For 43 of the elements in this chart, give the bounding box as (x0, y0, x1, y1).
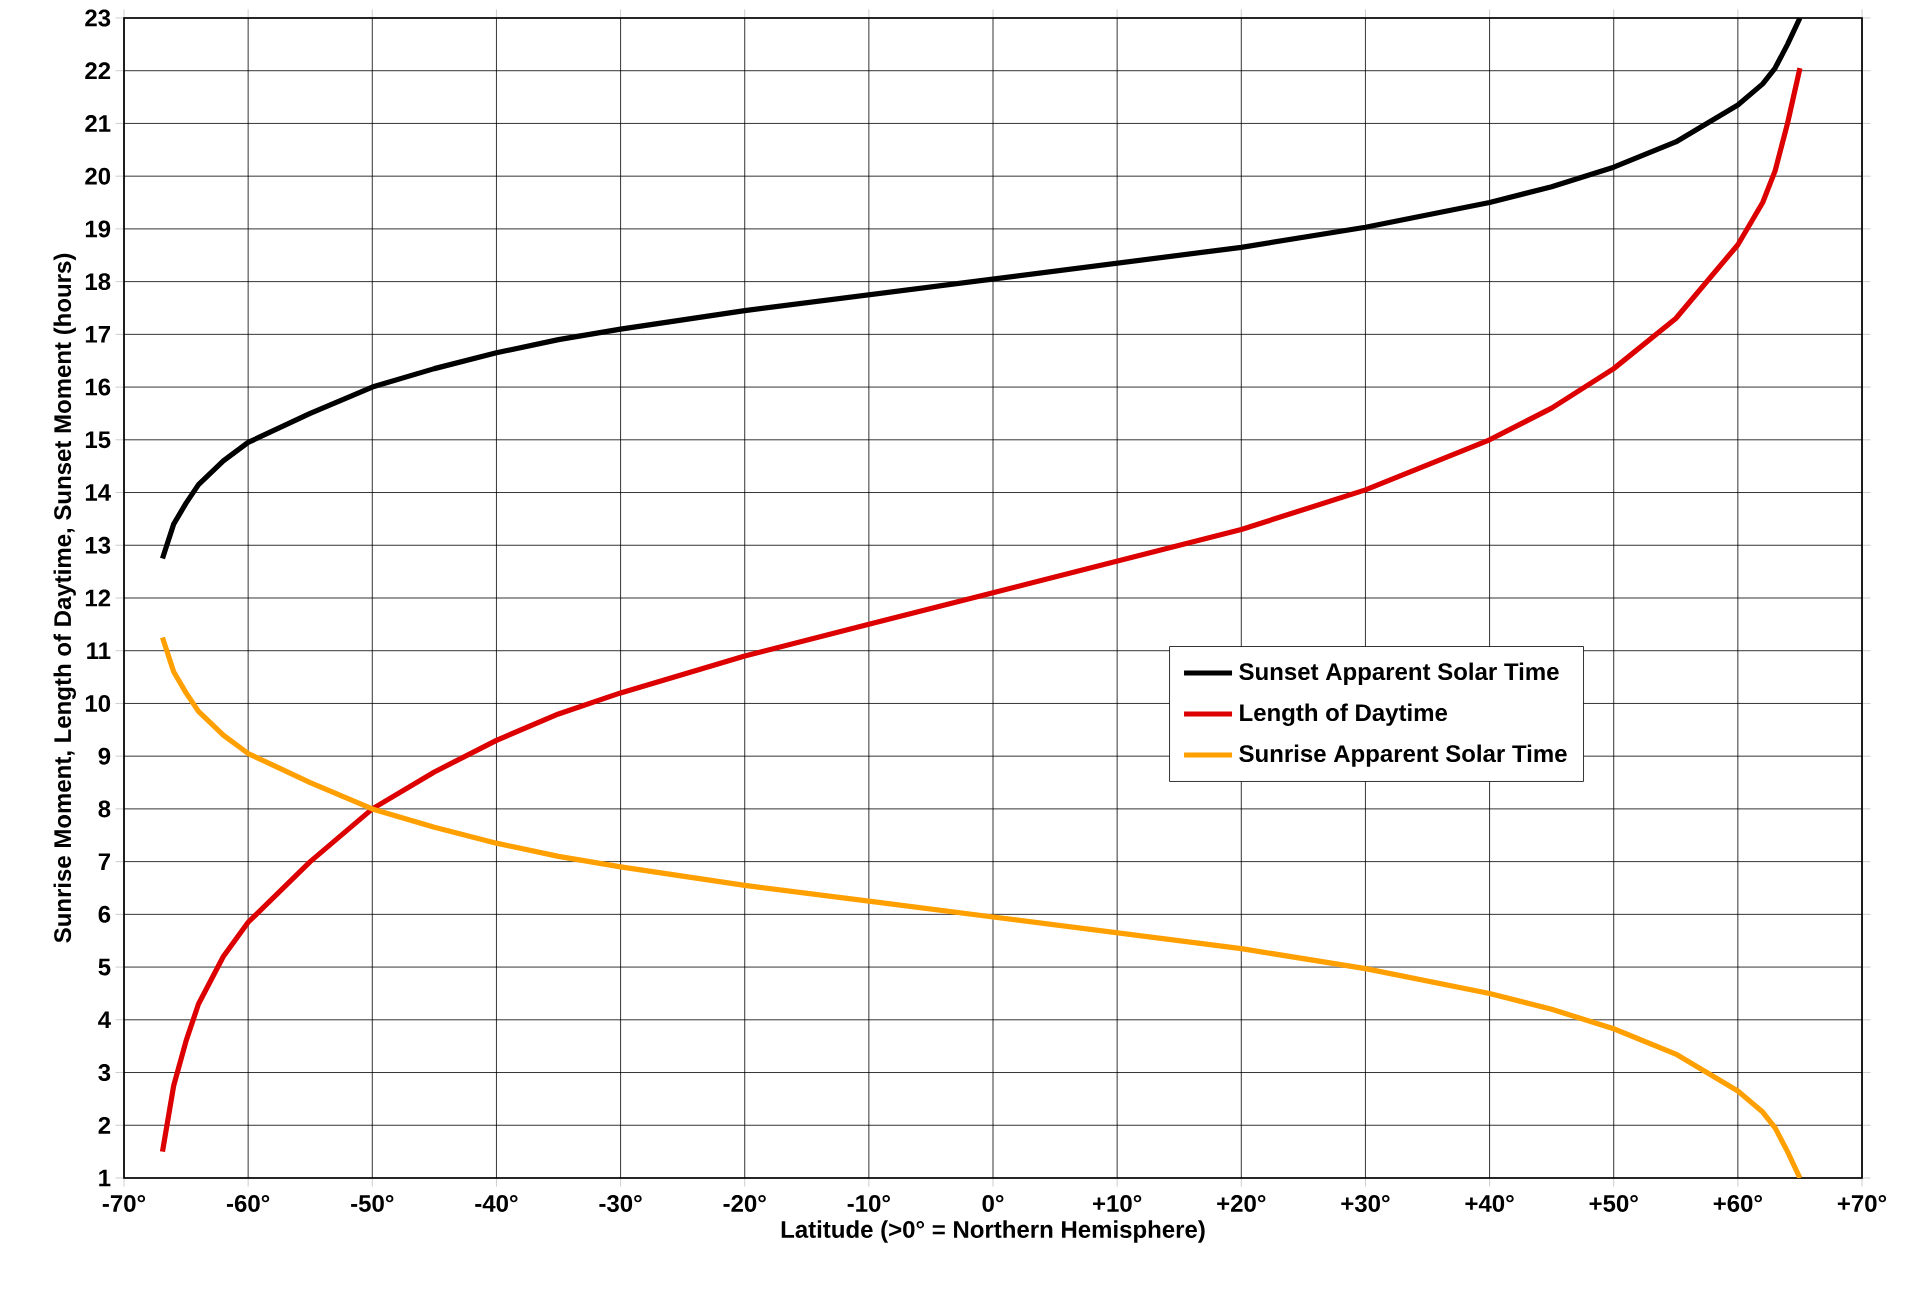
x-tick-label: -10° (847, 1194, 890, 1212)
legend-label: Length of Daytime (1240, 703, 1448, 726)
y-tick-label: 23 (85, 9, 111, 27)
y-tick-label: 17 (85, 326, 111, 343)
y-tick-label: 16 (85, 378, 111, 396)
x-tick-label: -60° (226, 1194, 270, 1212)
x-tick-label: +70° (1837, 1194, 1887, 1212)
x-tick-label: +20° (1217, 1194, 1266, 1212)
y-tick-label: 6 (98, 905, 111, 923)
y-tick-label: 5 (98, 958, 111, 976)
x-tick-label: +10° (1093, 1194, 1142, 1212)
x-tick-label: +60° (1713, 1194, 1762, 1212)
y-tick-label: 4 (98, 1011, 111, 1029)
x-tick-label: +50° (1589, 1194, 1638, 1212)
x-axis-title: Latitude (>0° = Northern Hemisphere) (781, 1220, 1205, 1243)
y-tick-label: 14 (85, 484, 111, 501)
x-tick-label: -50° (351, 1194, 394, 1212)
y-tick-label: 15 (85, 431, 111, 449)
y-tick-label: 19 (85, 220, 111, 238)
legend-label: Sunrise Apparent Solar Time (1239, 744, 1567, 767)
y-tick-label: 10 (85, 694, 111, 712)
y-tick-label: 21 (85, 115, 111, 132)
x-tick-label: -70° (102, 1194, 146, 1212)
x-tick-label: -30° (599, 1194, 642, 1212)
x-tick-label: +40° (1465, 1194, 1514, 1212)
y-tick-label: 1 (99, 1169, 111, 1187)
y-tick-label: 22 (85, 62, 111, 80)
y-tick-label: 13 (85, 536, 111, 554)
legend-label: Sunset Apparent Solar Time (1239, 662, 1559, 685)
y-tick-label: 2 (98, 1116, 111, 1134)
y-tick-label: 12 (85, 589, 111, 607)
y-tick-label: 9 (98, 747, 111, 765)
y-tick-label: 8 (98, 800, 111, 818)
y-tick-label: 18 (85, 273, 111, 291)
y-tick-label: 7 (98, 853, 111, 870)
x-tick-label: -40° (475, 1194, 518, 1212)
y-tick-label: 20 (85, 167, 111, 185)
x-tick-label: -20° (723, 1194, 766, 1212)
x-tick-label: 0° (982, 1194, 1004, 1212)
y-tick-label: 3 (98, 1064, 111, 1082)
y-axis-title: Sunrise Moment, Length of Daytime, Sunset Moment (hours) (53, 253, 76, 943)
x-tick-label: +30° (1341, 1194, 1390, 1212)
y-tick-label: 11 (87, 642, 111, 659)
